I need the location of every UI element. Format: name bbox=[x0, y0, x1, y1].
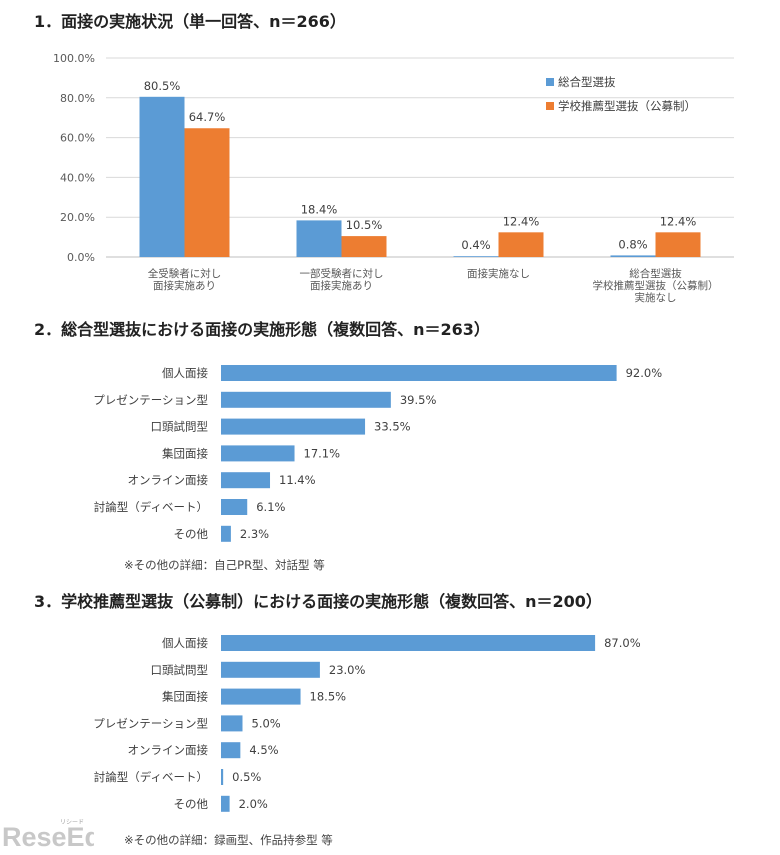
bar bbox=[498, 232, 544, 257]
data-label: 0.5% bbox=[232, 770, 261, 784]
y-tick-label: 80.0% bbox=[60, 92, 95, 105]
data-label: 5.0% bbox=[252, 716, 281, 730]
data-label: 12.4% bbox=[503, 214, 540, 228]
category-label: オンライン面接 bbox=[128, 473, 209, 487]
data-label: 39.5% bbox=[400, 393, 437, 407]
data-label: 92.0% bbox=[626, 366, 663, 380]
data-label: 2.0% bbox=[239, 797, 268, 811]
y-tick-label: 0.0% bbox=[67, 251, 95, 264]
y-tick-label: 20.0% bbox=[60, 211, 95, 224]
bar bbox=[221, 795, 230, 812]
data-label: 18.5% bbox=[310, 690, 347, 704]
x-tick-label: 実施なし bbox=[635, 291, 677, 304]
data-label: 33.5% bbox=[374, 420, 411, 434]
category-label: その他 bbox=[174, 797, 209, 811]
chart3-note: ※その他の詳細：録画型、作品持参型 等 bbox=[124, 833, 333, 847]
category-label: 討論型（ディベート） bbox=[94, 500, 208, 514]
data-label: 10.5% bbox=[346, 218, 383, 232]
data-label: 64.7% bbox=[189, 110, 226, 124]
bar bbox=[184, 128, 230, 257]
bar bbox=[453, 256, 499, 257]
bar bbox=[221, 418, 366, 435]
data-label: 0.4% bbox=[461, 238, 490, 252]
x-tick-label: 総合型選抜 bbox=[629, 267, 682, 280]
data-label: 87.0% bbox=[604, 636, 641, 650]
bar bbox=[610, 255, 656, 257]
category-label: プレゼンテーション型 bbox=[93, 716, 208, 730]
x-tick-label: 面接実施あり bbox=[310, 279, 373, 292]
bar bbox=[221, 769, 224, 785]
bar bbox=[221, 445, 295, 462]
x-tick-label: 面接実施なし bbox=[467, 267, 530, 280]
data-label: 0.8% bbox=[618, 237, 647, 251]
x-tick-label: 面接実施あり bbox=[153, 279, 216, 292]
chart3-horizontal-bar: 個人面接 87.0% 口頭試問型 23.0% 集団面接 18.5% プレゼンテーション型 5.… bbox=[93, 635, 641, 812]
data-label: 80.5% bbox=[144, 79, 181, 93]
data-label: 11.4% bbox=[279, 473, 316, 487]
bar bbox=[221, 661, 320, 678]
bar bbox=[221, 472, 271, 489]
bar bbox=[221, 635, 596, 651]
category-label: オンライン面接 bbox=[128, 743, 209, 757]
category-label: 個人面接 bbox=[162, 636, 208, 650]
bar bbox=[221, 391, 391, 408]
chart2-horizontal-bar: 個人面接 92.0% プレゼンテーション型 39.5% 口頭試問型 33.5% 集団面接 17… bbox=[93, 365, 663, 542]
logo-ruby: リシード bbox=[60, 819, 84, 826]
data-label: 12.4% bbox=[660, 214, 697, 228]
bar bbox=[296, 220, 342, 257]
category-label: 集団面接 bbox=[162, 690, 208, 704]
category-label: 集団面接 bbox=[162, 446, 208, 460]
category-label: その他 bbox=[174, 527, 209, 541]
data-label: 17.1% bbox=[304, 446, 341, 460]
category-label: プレゼンテーション型 bbox=[93, 393, 208, 407]
reseed-logo: リシード ReseEd bbox=[2, 819, 94, 849]
bar bbox=[221, 715, 243, 732]
category-label: 個人面接 bbox=[162, 366, 208, 380]
bar bbox=[221, 499, 248, 515]
bar bbox=[341, 236, 387, 257]
data-label: 23.0% bbox=[329, 663, 366, 677]
y-tick-label: 40.0% bbox=[60, 171, 95, 184]
chart1-grouped-bar: 0.0% 20.0% 40.0% 60.0% 80.0% 100.0% 80.5% 64.7%… bbox=[53, 52, 734, 304]
data-label: 6.1% bbox=[256, 500, 285, 514]
bar bbox=[221, 365, 617, 381]
category-label: 討論型（ディベート） bbox=[94, 770, 208, 784]
legend-label: 学校推薦型選抜（公募制） bbox=[558, 99, 696, 113]
y-tick-label: 60.0% bbox=[60, 132, 95, 145]
data-label: 18.4% bbox=[301, 202, 338, 216]
logo-text: ReseEd bbox=[2, 822, 94, 849]
chart3-title: 3．学校推薦型選抜（公募制）における面接の実施形態（複数回答、n＝200） bbox=[34, 592, 602, 611]
legend-swatch bbox=[546, 102, 554, 110]
data-label: 2.3% bbox=[240, 527, 269, 541]
category-label: 口頭試問型 bbox=[151, 663, 209, 677]
data-label: 4.5% bbox=[249, 743, 278, 757]
bar bbox=[655, 232, 701, 257]
bar bbox=[221, 688, 301, 705]
x-tick-label: 一部受験者に対し bbox=[300, 267, 384, 280]
legend-label: 総合型選抜 bbox=[558, 75, 616, 89]
chart1-title: 1．面接の実施状況（単一回答、n＝266） bbox=[34, 12, 346, 31]
x-tick-label: 全受験者に対し bbox=[148, 267, 222, 280]
legend-swatch bbox=[546, 78, 554, 86]
y-tick-label: 100.0% bbox=[53, 52, 95, 65]
x-tick-label: 学校推薦型選抜（公募制） bbox=[593, 279, 719, 292]
bar bbox=[221, 742, 241, 759]
category-label: 口頭試問型 bbox=[151, 420, 209, 434]
bar bbox=[221, 525, 231, 542]
bar bbox=[139, 96, 185, 258]
chart2-note: ※その他の詳細：自己PR型、対話型 等 bbox=[124, 558, 325, 572]
chart2-title: 2．総合型選抜における面接の実施形態（複数回答、n＝263） bbox=[34, 320, 490, 339]
